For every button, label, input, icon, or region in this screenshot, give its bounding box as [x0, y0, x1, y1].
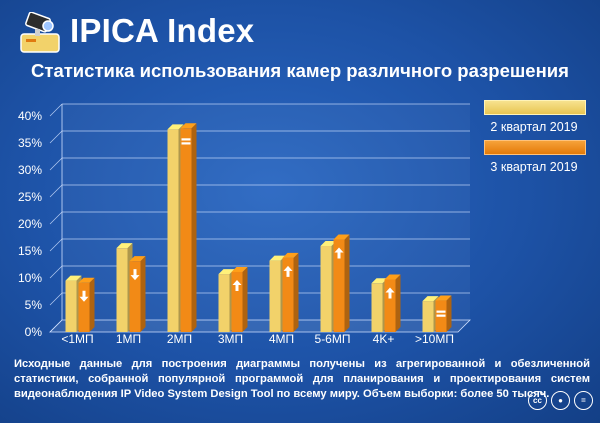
gridline-depth: [49, 130, 63, 144]
bar-q3: [78, 282, 90, 332]
bar-q2: [269, 260, 281, 332]
y-tick-label: 5%: [25, 298, 43, 312]
trend-up-icon: [283, 265, 293, 277]
gridline-depth: [49, 103, 63, 117]
cc-icon: cc: [528, 391, 547, 410]
gridline-depth: [49, 211, 63, 225]
page-subtitle: Статистика использования камер различног…: [31, 60, 569, 81]
bar-q3-side: [140, 256, 146, 332]
bar-q2: [167, 129, 179, 332]
attribution-icon: ●: [551, 391, 570, 410]
trend-down-icon: [130, 269, 140, 281]
trend-up-icon: [385, 287, 395, 299]
y-tick-label: 15%: [18, 244, 42, 258]
y-tick-label: 40%: [18, 109, 42, 123]
camera-logo-icon: [20, 12, 60, 53]
bar-q3-top: [384, 274, 401, 280]
plot-floor: [49, 319, 471, 333]
trend-equal-icon: [436, 314, 446, 317]
bar-q3: [384, 279, 396, 332]
y-tick-label: 20%: [18, 217, 42, 231]
x-tick-label: >10МП: [415, 332, 454, 346]
x-tick-label: 3МП: [218, 332, 243, 346]
bar-q3-side: [89, 277, 95, 332]
bar-q3: [333, 239, 345, 332]
legend-swatch-q3: [484, 140, 586, 155]
bar-q3: [231, 271, 243, 332]
footnote: Исходные данные для построения диаграммы…: [14, 358, 590, 400]
x-tick-label: 4МП: [269, 332, 294, 346]
x-tick-label: 1МП: [116, 332, 141, 346]
page-title: IPICA Index: [70, 12, 255, 49]
bar-q3: [282, 257, 294, 332]
x-tick-label: 4K+: [373, 332, 395, 346]
trend-up-icon: [232, 279, 242, 291]
y-tick-label: 25%: [18, 190, 42, 204]
bar-q3-side: [293, 252, 299, 332]
x-tick-label: 5-6МП: [315, 332, 351, 346]
bar-q2: [218, 274, 230, 332]
bar-q3-side: [344, 234, 350, 332]
bar-q2-top: [422, 296, 439, 302]
legend-label-q2: 2 квартал 2019: [490, 120, 578, 134]
x-tick-label: 2МП: [167, 332, 192, 346]
bar-q3-top: [78, 277, 95, 283]
trend-equal-icon: [436, 310, 446, 313]
bar-q3-top: [333, 234, 350, 240]
gridline-depth: [49, 157, 63, 171]
y-tick-label: 10%: [18, 271, 42, 285]
bar-chart: 0% 5% 10% 15% 20% 25% 30% 35% 40% <1МП 1МП 2МП 3МП 4М…: [18, 103, 471, 346]
gridline-depth: [49, 292, 63, 306]
trend-equal-icon: [181, 142, 191, 145]
bar-q2-top: [116, 243, 133, 249]
bar-q3-side: [446, 295, 452, 332]
x-tick-label: <1МП: [61, 332, 93, 346]
bar-q3-side: [242, 266, 248, 332]
trend-equal-icon: [181, 138, 191, 141]
bar-q2: [320, 246, 332, 332]
bar-q2-top: [65, 275, 82, 281]
y-tick-label: 30%: [18, 163, 42, 177]
bar-q3-top: [180, 123, 197, 129]
bar-q2: [422, 301, 434, 332]
legend-label-q3: 3 квартал 2019: [490, 160, 578, 174]
bar-q2-top: [371, 278, 388, 284]
bar-q2-top: [167, 124, 184, 130]
trend-up-icon: [334, 247, 344, 259]
bar-q3: [180, 128, 192, 332]
bar-q3: [129, 261, 141, 332]
bar-q2: [65, 280, 77, 332]
gridline-depth: [49, 184, 63, 198]
y-tick-label: 0%: [25, 325, 43, 339]
bar-q3-top: [435, 295, 452, 301]
bar-q3-top: [129, 256, 146, 262]
bar-q2: [116, 248, 128, 332]
bar-q2-top: [218, 269, 235, 275]
bar-q3-side: [395, 274, 401, 332]
bar-q2: [371, 283, 383, 332]
gridline-depth: [49, 238, 63, 252]
trend-down-icon: [79, 290, 89, 302]
legend-swatch-q2: [484, 100, 586, 115]
bar-q3-top: [231, 266, 248, 272]
bar-q3-top: [282, 252, 299, 258]
gridline-depth: [49, 265, 63, 279]
gridline-depth: [49, 319, 63, 333]
no-derivatives-icon: =: [574, 391, 593, 410]
bar-q2-top: [320, 241, 337, 247]
y-tick-label: 35%: [18, 136, 42, 150]
bar-q3-side: [191, 123, 197, 332]
bar-q2-top: [269, 255, 286, 261]
